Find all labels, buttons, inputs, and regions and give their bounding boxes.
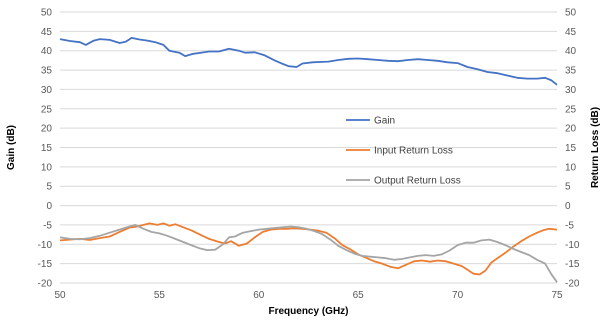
y2-tick-label: 50 [565, 8, 577, 19]
y-tick-label: 0 [46, 201, 52, 212]
y2-tick-label: -15 [565, 259, 580, 270]
x-tick-label: 50 [54, 290, 66, 301]
y-tick-label: 5 [46, 182, 52, 193]
y-tick-label: -5 [43, 220, 52, 231]
y-tick-label: 20 [41, 124, 53, 135]
y-tick-label: -10 [38, 240, 53, 251]
y-axis-title: Gain (dB) [6, 125, 17, 170]
y2-tick-label: 45 [565, 27, 577, 38]
y2-tick-label: -10 [565, 240, 580, 251]
y2-tick-label: 40 [565, 46, 577, 57]
x-tick-label: 60 [253, 290, 265, 301]
y2-tick-label: 15 [565, 143, 577, 154]
legend-label: Gain [374, 116, 395, 127]
y2-tick-label: 30 [565, 85, 577, 96]
x-tick-label: 75 [551, 290, 563, 301]
y-tick-label: 25 [41, 104, 53, 115]
y2-tick-label: -5 [565, 220, 574, 231]
x-tick-label: 70 [452, 290, 464, 301]
x-axis-ticks: 50 55 60 65 70 75 [54, 290, 563, 301]
y2-tick-label: 5 [565, 182, 571, 193]
legend-label: Input Return Loss [374, 146, 453, 157]
y2-tick-label: 20 [565, 124, 577, 135]
y2-tick-label: 25 [565, 104, 577, 115]
x-tick-label: 55 [154, 290, 166, 301]
y-tick-label: -20 [38, 279, 53, 290]
y-tick-label: 35 [41, 66, 53, 77]
y-tick-label: 50 [41, 8, 53, 19]
y-tick-label: 45 [41, 27, 53, 38]
y-tick-label: 40 [41, 46, 53, 57]
legend: Gain Input Return Loss Output Return Loss [346, 116, 461, 187]
y2-tick-label: 35 [565, 66, 577, 77]
y-tick-label: -15 [38, 259, 53, 270]
y2-axis-title: Return Loss (dB) [590, 107, 601, 188]
x-axis-title: Frequency (GHz) [268, 306, 348, 317]
y2-tick-label: 0 [565, 201, 571, 212]
y-tick-label: 15 [41, 143, 53, 154]
series-line-gain [59, 37, 558, 86]
y2-tick-label: 10 [565, 162, 577, 173]
series-lines [59, 37, 558, 283]
gridlines [60, 11, 557, 284]
series-line-output-return-loss [59, 224, 558, 283]
y-tick-label: 30 [41, 85, 53, 96]
series-line-input-return-loss [59, 222, 558, 276]
legend-label: Output Return Loss [374, 176, 461, 187]
y-tick-label: 10 [41, 162, 53, 173]
y2-tick-label: -20 [565, 279, 580, 290]
x-tick-label: 65 [353, 290, 365, 301]
